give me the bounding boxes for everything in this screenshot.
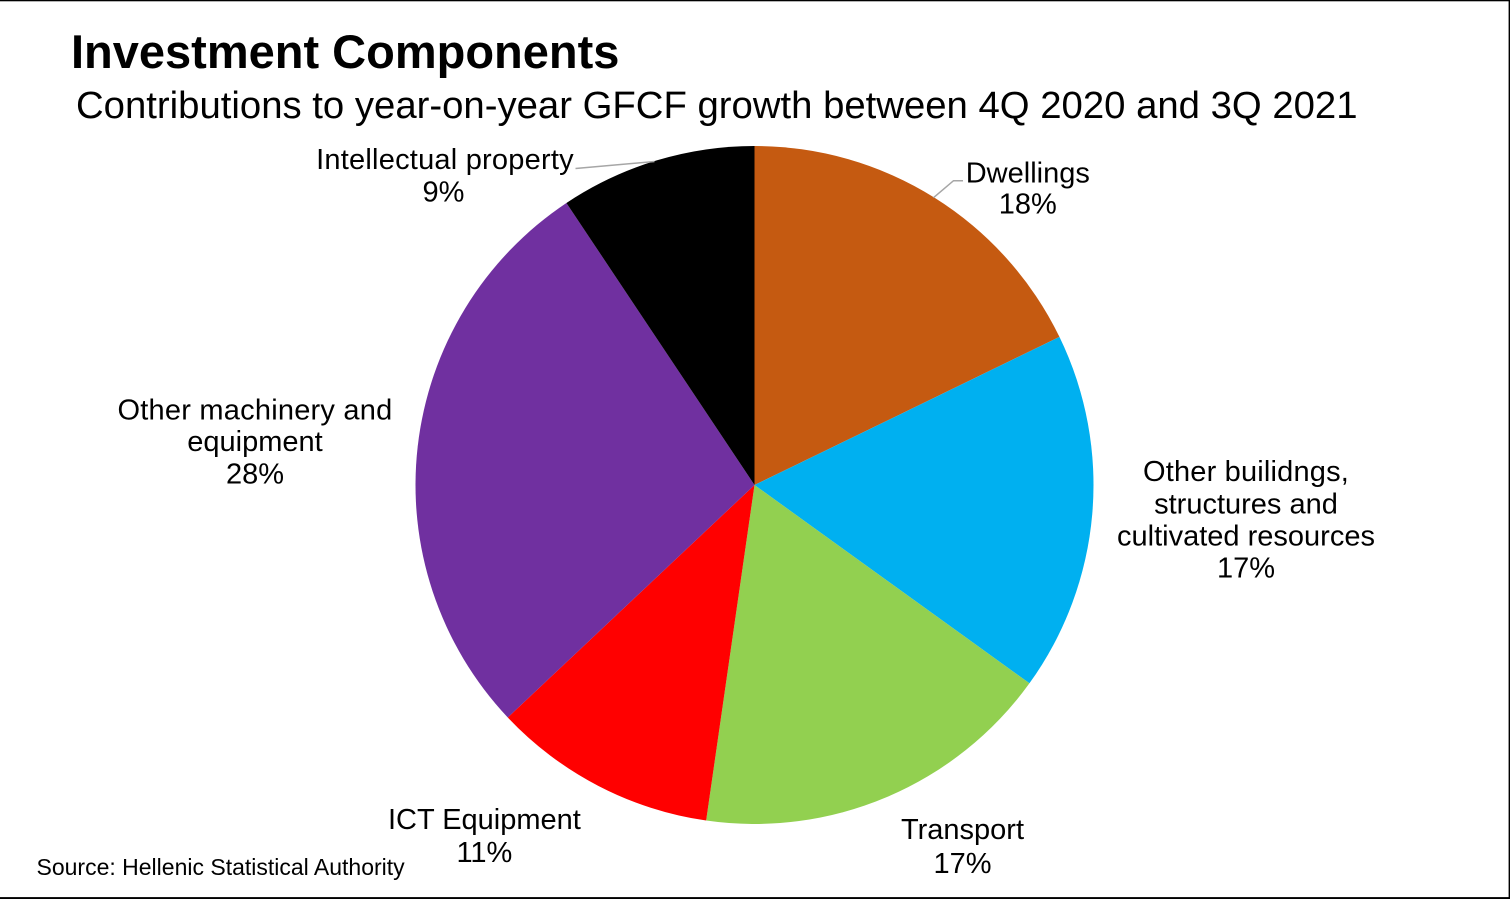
svg-text:17%: 17%: [1217, 553, 1275, 585]
svg-text:Source: Hellenic Statistical A: Source: Hellenic Statistical Authority: [37, 854, 406, 880]
svg-text:Other builidngs,: Other builidngs,: [1143, 456, 1349, 488]
svg-text:Other machinery and: Other machinery and: [118, 394, 393, 426]
svg-text:ICT Equipment: ICT Equipment: [388, 804, 581, 836]
svg-text:cultivated resources: cultivated resources: [1117, 521, 1375, 553]
svg-text:28%: 28%: [226, 459, 284, 491]
svg-text:18%: 18%: [999, 189, 1057, 221]
svg-text:Investment Components: Investment Components: [71, 25, 619, 78]
svg-text:Transport: Transport: [901, 814, 1024, 846]
svg-text:Intellectual property: Intellectual property: [316, 144, 574, 176]
svg-text:equipment: equipment: [187, 426, 322, 458]
svg-text:structures and: structures and: [1154, 489, 1338, 521]
svg-text:Dwellings: Dwellings: [966, 158, 1090, 190]
svg-text:Contributions to year-on-year: Contributions to year-on-year GFCF growt…: [76, 84, 1358, 127]
svg-text:11%: 11%: [456, 837, 512, 869]
svg-text:17%: 17%: [933, 848, 991, 880]
svg-text:9%: 9%: [423, 177, 465, 209]
